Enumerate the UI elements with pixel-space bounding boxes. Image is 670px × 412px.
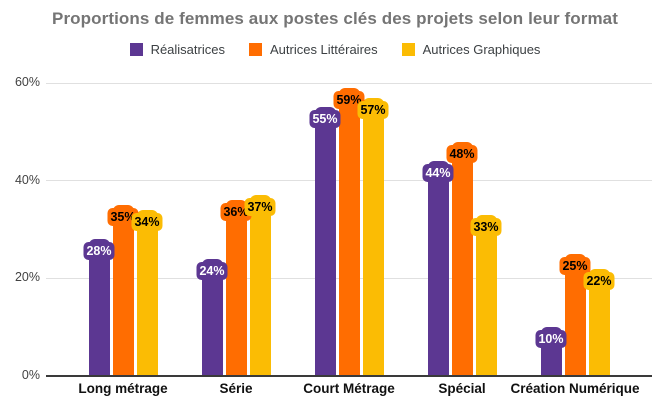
legend-item-2: Autrices Graphiques <box>401 42 541 57</box>
x-axis-label: Série <box>219 381 253 396</box>
bar-value-label: 37% <box>244 198 276 216</box>
bar-value-label: 36% <box>220 203 252 221</box>
x-axis-label: Création Numérique <box>510 381 640 396</box>
bar <box>475 215 497 376</box>
legend-label: Réalisatrices <box>150 42 225 57</box>
legend-color-swatch <box>248 43 262 56</box>
bar-value-label: 35% <box>107 208 139 226</box>
bar <box>588 269 610 376</box>
legend-item-0: Réalisatrices <box>129 42 225 57</box>
bar <box>201 259 223 376</box>
bar <box>225 200 247 376</box>
bar-value-label: 44% <box>422 164 454 182</box>
legend-label: Autrices Littéraires <box>269 42 378 57</box>
bar-value-label: 28% <box>83 242 115 260</box>
legend: Réalisatrices Autrices Littéraires Autrice… <box>0 42 670 57</box>
bar-value-label: 57% <box>357 101 389 119</box>
bar-value-label: 33% <box>470 218 502 236</box>
x-axis-label: Long métrage <box>78 381 168 396</box>
bar <box>362 98 384 376</box>
chart-title: Proportions de femmes aux postes clés de… <box>52 9 618 28</box>
bar-value-label: 55% <box>309 110 341 128</box>
legend-label: Autrices Graphiques <box>422 42 541 57</box>
legend-color-swatch <box>129 43 143 56</box>
bar <box>338 88 360 376</box>
bar <box>136 210 158 376</box>
gridline <box>46 82 652 84</box>
x-axis-label: Court Métrage <box>303 381 395 396</box>
bar <box>564 254 586 376</box>
bar-value-label: 59% <box>333 91 365 109</box>
legend-item-1: Autrices Littéraires <box>248 42 378 57</box>
y-axis-tick-label: 60% <box>14 75 40 89</box>
x-axis-label: Spécial <box>438 381 486 396</box>
x-axis-line <box>46 375 652 377</box>
bar-value-label: 25% <box>559 257 591 275</box>
bar-value-label: 34% <box>131 213 163 231</box>
y-axis-tick-label: 20% <box>14 270 40 285</box>
y-axis-tick-label: 0% <box>21 368 40 382</box>
bar-value-label: 24% <box>196 262 228 280</box>
bar <box>88 239 110 376</box>
y-axis-tick-label: 40% <box>14 172 40 187</box>
bar-value-label: 22% <box>583 272 615 290</box>
bar <box>249 195 271 376</box>
bar <box>112 205 134 376</box>
bar <box>314 107 336 376</box>
bar-value-label: 10% <box>535 330 567 348</box>
bar <box>451 142 473 376</box>
legend-color-swatch <box>401 43 415 56</box>
bar <box>427 161 449 376</box>
bar-value-label: 48% <box>446 145 478 163</box>
